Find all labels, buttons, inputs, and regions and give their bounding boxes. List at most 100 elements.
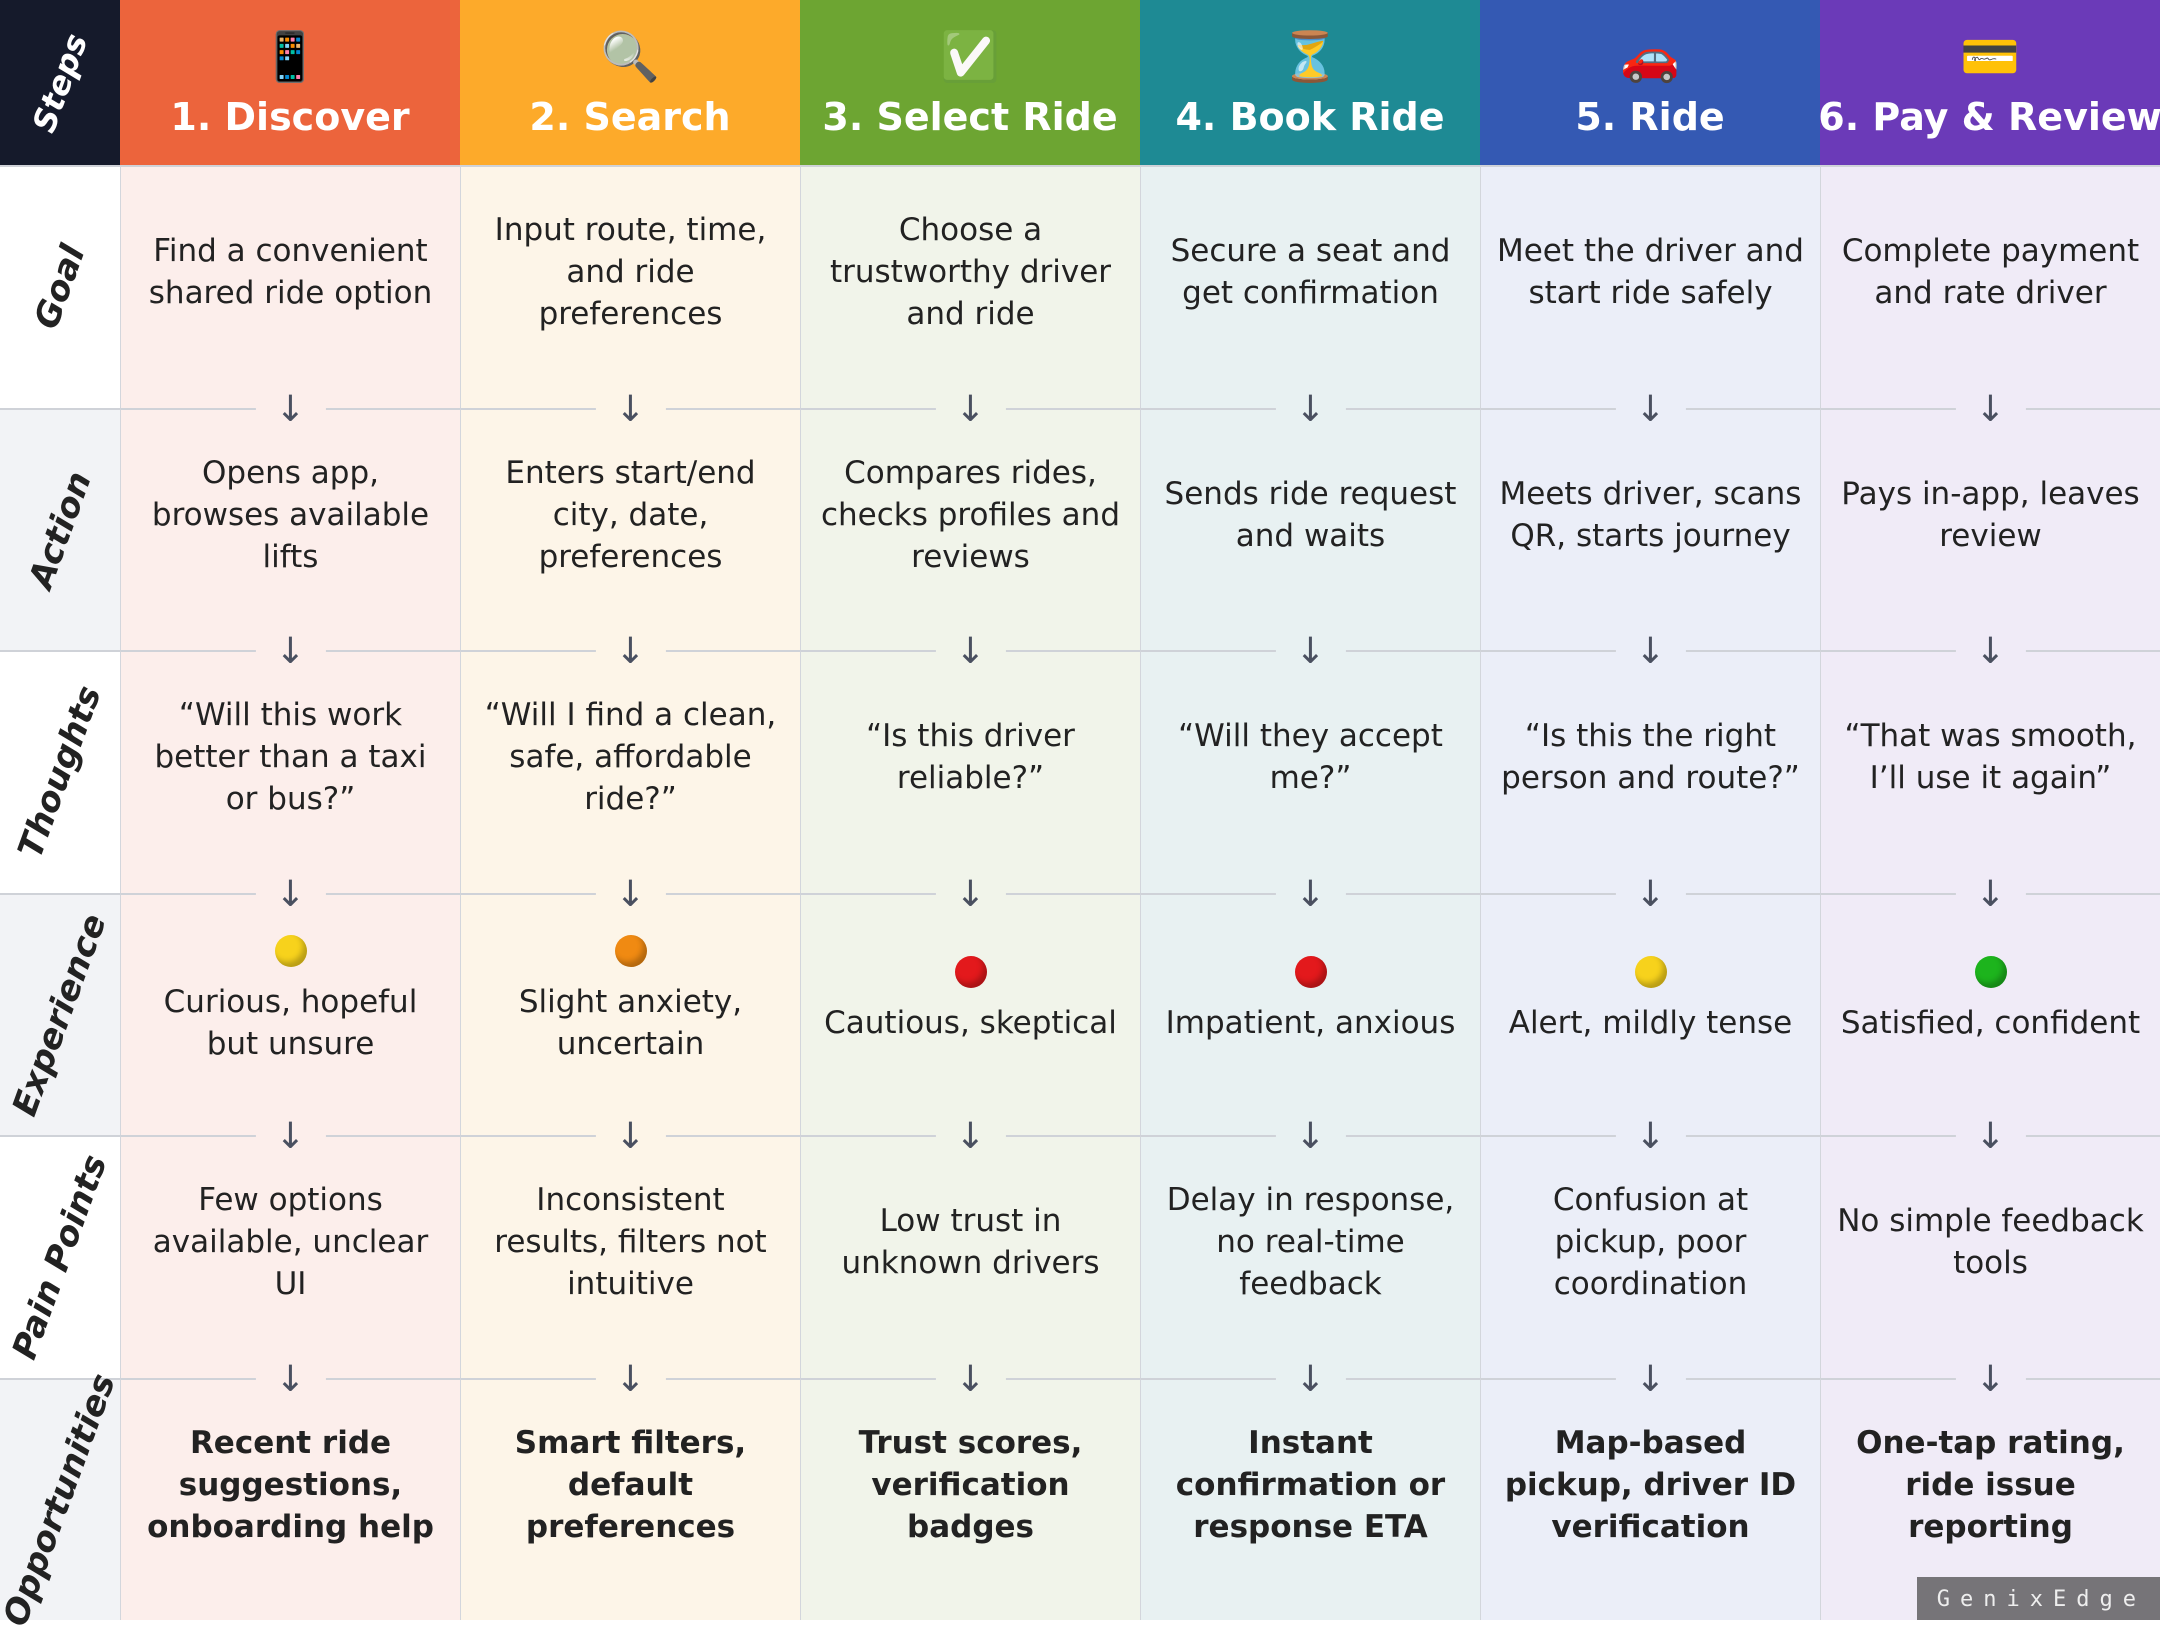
arrow-down-icon: ↓ (255, 875, 325, 915)
pain-text: Few options available, unclear UI (135, 1179, 446, 1305)
arrow-down-icon: ↓ (1615, 875, 1685, 915)
step-title: 5. Ride (1575, 95, 1724, 139)
experience-cell: Cautious, skeptical↓ (800, 893, 1140, 1136)
row-label-text: Opportunities (0, 1368, 124, 1631)
action-text: Pays in-app, leaves review (1835, 473, 2146, 557)
arrow-down-icon: ↓ (1615, 632, 1685, 672)
arrow-down-icon: ↓ (1275, 1117, 1345, 1157)
arrow-down-icon: ↓ (1955, 632, 2025, 672)
experience-text: Impatient, anxious (1166, 1002, 1456, 1044)
steps-label-cell: Steps (0, 0, 120, 165)
pain-text: Confusion at pickup, poor coordination (1495, 1179, 1806, 1305)
opportunity-cell: Map-based pickup, driver ID verification (1480, 1378, 1820, 1621)
arrow-down-icon: ↓ (255, 1117, 325, 1157)
step-title: 3. Select Ride (822, 95, 1117, 139)
row-label-opportunity: Opportunities (0, 1378, 120, 1621)
thoughts-cell: “Will this work better than a taxi or bu… (120, 650, 460, 893)
step-title: 4. Book Ride (1175, 95, 1444, 139)
pain-text: Low trust in unknown drivers (815, 1200, 1126, 1284)
opportunity-cell: Smart filters, default preferences (460, 1378, 800, 1621)
opportunity-text: One-tap rating, ride issue reporting (1835, 1422, 2146, 1548)
step-header-2: 🔍2. Search (460, 0, 800, 165)
opportunity-cell: Trust scores, verification badges (800, 1378, 1140, 1621)
pain-cell: Few options available, unclear UI↓ (120, 1135, 460, 1378)
action-text: Compares rides, checks profiles and revi… (815, 452, 1126, 578)
action-text: Meets driver, scans QR, starts journey (1495, 473, 1806, 557)
action-cell: Sends ride request and waits↓ (1140, 408, 1480, 651)
arrow-down-icon: ↓ (1615, 390, 1685, 430)
arrow-down-icon: ↓ (595, 1117, 665, 1157)
arrow-down-icon: ↓ (1955, 875, 2025, 915)
row-label-goal: Goal (0, 165, 120, 408)
pain-cell: Confusion at pickup, poor coordination↓ (1480, 1135, 1820, 1378)
row-label-action: Action (0, 408, 120, 651)
arrow-down-icon: ↓ (935, 1360, 1005, 1400)
arrow-down-icon: ↓ (935, 632, 1005, 672)
step-header-1: 📱 1. Discover (120, 0, 460, 165)
goal-cell: Complete payment and rate driver↓ (1820, 165, 2160, 408)
arrow-down-icon: ↓ (595, 1360, 665, 1400)
steps-label: Steps (25, 28, 96, 137)
opportunity-text: Recent ride suggestions, onboarding help (135, 1422, 446, 1548)
action-text: Opens app, browses available lifts (135, 452, 446, 578)
experience-text: Cautious, skeptical (824, 1002, 1117, 1044)
pain-cell: No simple feedback tools↓ (1820, 1135, 2160, 1378)
row-label-text: Pain Points (5, 1150, 116, 1365)
step-header-4: ⏳4. Book Ride (1140, 0, 1480, 165)
arrow-down-icon: ↓ (1955, 1360, 2025, 1400)
action-cell: Opens app, browses available lifts↓ (120, 408, 460, 651)
arrow-down-icon: ↓ (595, 632, 665, 672)
opportunity-text: Trust scores, verification badges (815, 1422, 1126, 1548)
mood-indicator-icon (275, 935, 307, 967)
arrow-down-icon: ↓ (1275, 390, 1345, 430)
opportunity-cell: Recent ride suggestions, onboarding help (120, 1378, 460, 1621)
arrow-down-icon: ↓ (1275, 632, 1345, 672)
thoughts-cell: “That was smooth, I’ll use it again”↓ (1820, 650, 2160, 893)
action-text: Sends ride request and waits (1155, 473, 1466, 557)
row-label-text: Experience (5, 909, 115, 1121)
row-label-text: Action (21, 466, 100, 593)
arrow-down-icon: ↓ (1615, 1360, 1685, 1400)
check-mark-icon: ✅ (940, 27, 1000, 87)
mood-indicator-icon (1975, 956, 2007, 988)
experience-text: Satisfied, confident (1841, 1002, 2140, 1044)
thoughts-cell: “Will I find a clean, safe, affordable r… (460, 650, 800, 893)
mood-indicator-icon (1295, 956, 1327, 988)
goal-text: Secure a seat and get confirmation (1155, 230, 1466, 314)
goal-text: Meet the driver and start ride safely (1495, 230, 1806, 314)
goal-cell: Meet the driver and start ride safely↓ (1480, 165, 1820, 408)
thoughts-text: “Will they accept me?” (1155, 715, 1466, 799)
car-icon: 🚗 (1620, 27, 1680, 87)
thoughts-cell: “Will they accept me?”↓ (1140, 650, 1480, 893)
step-title: 6. Pay & Review (1818, 95, 2160, 139)
opportunity-text: Smart filters, default preferences (475, 1422, 786, 1548)
experience-cell: Satisfied, confident↓ (1820, 893, 2160, 1136)
goal-cell: Input route, time, and ride preferences↓ (460, 165, 800, 408)
row-label-thoughts: Thoughts (0, 650, 120, 893)
pain-cell: Low trust in unknown drivers↓ (800, 1135, 1140, 1378)
row-label-experience: Experience (0, 893, 120, 1136)
step-title: 1. Discover (170, 95, 409, 139)
goal-text: Choose a trustworthy driver and ride (815, 209, 1126, 335)
action-cell: Meets driver, scans QR, starts journey↓ (1480, 408, 1820, 651)
arrow-down-icon: ↓ (1275, 1360, 1345, 1400)
goal-cell: Secure a seat and get confirmation↓ (1140, 165, 1480, 408)
opportunity-cell: Instant confirmation or response ETA (1140, 1378, 1480, 1621)
mood-indicator-icon (615, 935, 647, 967)
step-header-6: 💳6. Pay & Review (1820, 0, 2160, 165)
opportunity-text: Instant confirmation or response ETA (1155, 1422, 1466, 1548)
magnifier-icon: 🔍 (600, 27, 660, 87)
experience-cell: Impatient, anxious↓ (1140, 893, 1480, 1136)
mobile-phone-icon: 📱 (260, 27, 320, 87)
arrow-down-icon: ↓ (255, 390, 325, 430)
arrow-down-icon: ↓ (595, 390, 665, 430)
arrow-down-icon: ↓ (595, 875, 665, 915)
arrow-down-icon: ↓ (1955, 390, 2025, 430)
arrow-down-icon: ↓ (935, 390, 1005, 430)
watermark-logo: GenixEdge (1917, 1577, 2160, 1620)
pain-cell: Inconsistent results, filters not intuit… (460, 1135, 800, 1378)
row-label-pain: Pain Points (0, 1135, 120, 1378)
thoughts-cell: “Is this the right person and route?”↓ (1480, 650, 1820, 893)
goal-text: Input route, time, and ride preferences (475, 209, 786, 335)
